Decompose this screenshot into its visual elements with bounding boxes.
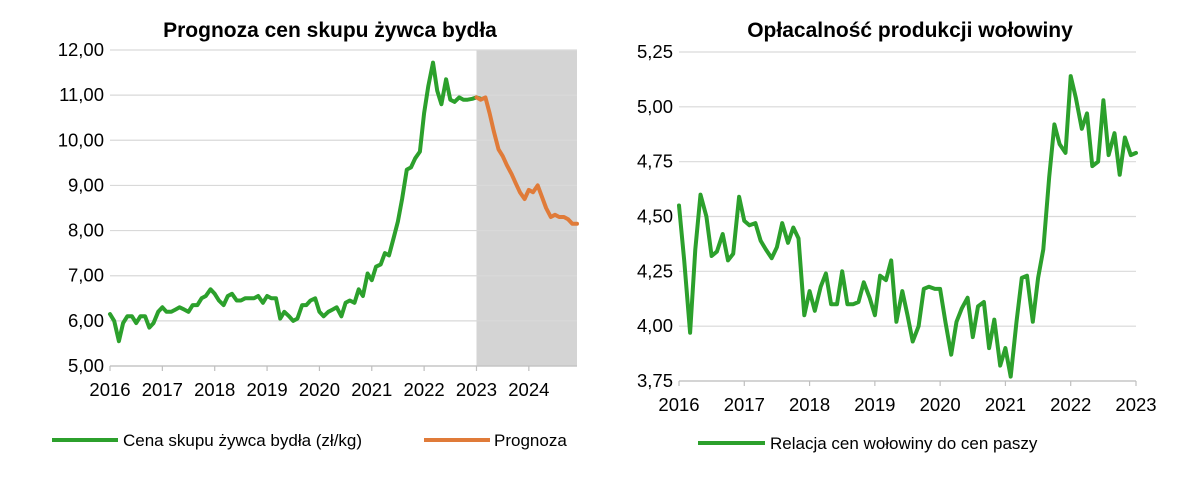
x-tick-label: 2023 [1115, 394, 1156, 415]
x-tick-label: 2020 [920, 394, 961, 415]
x-tick-label: 2016 [89, 379, 130, 400]
price-forecast-chart: Prognoza cen skupu żywca bydła 5,00 6,00 7… [52, 19, 579, 450]
x-tick-label: 2019 [246, 379, 287, 400]
y-tick-label: 11,00 [59, 84, 104, 105]
y-tick-label: 5,25 [637, 41, 673, 62]
y-tick-label: 4,50 [637, 206, 673, 227]
y-tick-label: 4,25 [637, 260, 673, 281]
x-tick-label: 2019 [854, 394, 895, 415]
x-tick-label: 2024 [508, 379, 549, 400]
profitability-chart: Opłacalność produkcji wołowiny 3,75 4,00 4… [637, 19, 1157, 453]
y-tick-label: 5,00 [637, 96, 673, 117]
y-tick-label: 5,00 [68, 355, 104, 376]
y-tick-label: 7,00 [68, 265, 104, 286]
series-line-0 [108, 60, 483, 344]
y-tick-label: 10,00 [58, 129, 104, 150]
legend-label-ratio: Relacja cen wołowiny do cen paszy [770, 434, 1038, 453]
x-tick-label: 2018 [194, 379, 235, 400]
y-tick-label: 4,75 [637, 151, 673, 172]
x-tick-label: 2017 [142, 379, 183, 400]
y-tick-label: 4,00 [637, 315, 673, 336]
legend-label-price: Cena skupu żywca bydła (zł/kg) [123, 431, 362, 450]
x-tick-label: 2023 [456, 379, 497, 400]
y-tick-label: 3,75 [637, 370, 673, 391]
y-tick-label: 9,00 [68, 174, 104, 195]
series-line-0 [677, 74, 1138, 379]
x-tick-label: 2021 [985, 394, 1026, 415]
y-tick-label: 12,00 [58, 39, 104, 60]
series-line-1 [474, 95, 579, 226]
x-tick-label: 2017 [724, 394, 765, 415]
forecast-shaded-region [476, 50, 577, 366]
legend-label-forecast: Prognoza [494, 431, 567, 450]
x-tick-label: 2016 [658, 394, 699, 415]
x-tick-label: 2018 [789, 394, 830, 415]
chart-title: Opłacalność produkcji wołowiny [747, 19, 1073, 42]
x-tick-label: 2020 [299, 379, 340, 400]
legend: Cena skupu żywca bydła (zł/kg) Prognoza [52, 431, 567, 450]
y-tick-label: 8,00 [68, 220, 104, 241]
legend: Relacja cen wołowiny do cen paszy [698, 434, 1038, 453]
x-tick-label: 2021 [351, 379, 392, 400]
y-tick-label: 6,00 [68, 310, 104, 331]
chart-title: Prognoza cen skupu żywca bydła [163, 19, 497, 42]
x-tick-label: 2022 [1050, 394, 1091, 415]
x-tick-label: 2022 [404, 379, 445, 400]
